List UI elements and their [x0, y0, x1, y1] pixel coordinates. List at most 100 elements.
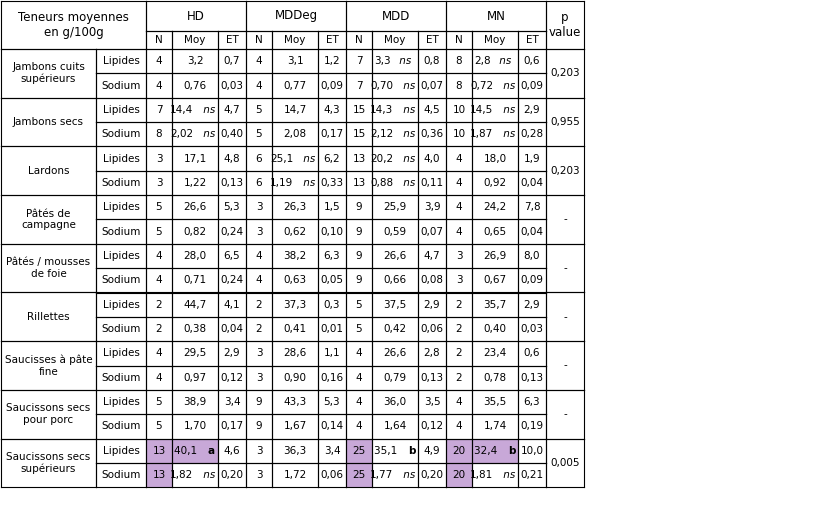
Text: 0,6: 0,6 — [523, 56, 540, 66]
Text: 0,6: 0,6 — [523, 349, 540, 359]
Text: 37,3: 37,3 — [283, 300, 307, 310]
Text: Teneurs moyennes
en g/100g: Teneurs moyennes en g/100g — [18, 11, 129, 39]
Bar — [172, 438, 218, 463]
Text: 5: 5 — [155, 422, 162, 432]
Text: Pâtés de
campagne: Pâtés de campagne — [21, 208, 76, 230]
Text: 1,2: 1,2 — [324, 56, 340, 66]
Text: 3: 3 — [256, 470, 263, 480]
Text: 26,6: 26,6 — [384, 251, 406, 261]
Text: 2: 2 — [456, 373, 462, 383]
Text: 7: 7 — [355, 80, 362, 90]
Text: 3: 3 — [256, 227, 263, 237]
Text: 0,13: 0,13 — [221, 178, 243, 188]
Text: 0,41: 0,41 — [283, 324, 307, 334]
Text: 6: 6 — [256, 154, 263, 164]
Text: 0,20: 0,20 — [421, 470, 444, 480]
Text: 5,3: 5,3 — [224, 202, 240, 212]
Text: 8: 8 — [456, 56, 462, 66]
Bar — [146, 438, 172, 463]
Text: 5: 5 — [155, 202, 162, 212]
Text: 0,03: 0,03 — [521, 324, 543, 334]
Text: 0,78: 0,78 — [483, 373, 507, 383]
Text: 1,72: 1,72 — [283, 470, 307, 480]
Text: MDDeg: MDDeg — [274, 9, 318, 23]
Text: 3,4: 3,4 — [224, 397, 240, 407]
Text: 0,67: 0,67 — [483, 275, 507, 285]
Text: 0,07: 0,07 — [421, 227, 444, 237]
Text: 4: 4 — [456, 202, 462, 212]
Text: 7,8: 7,8 — [523, 202, 540, 212]
Text: b: b — [507, 446, 515, 456]
Text: 4: 4 — [256, 251, 263, 261]
Text: 0,24: 0,24 — [221, 227, 243, 237]
Text: 14,4: 14,4 — [170, 105, 193, 115]
Text: 13: 13 — [152, 446, 166, 456]
Text: N: N — [355, 35, 363, 45]
Text: 0,005: 0,005 — [550, 458, 579, 468]
Text: Lipides: Lipides — [103, 300, 140, 310]
Text: b: b — [408, 446, 415, 456]
Text: ns: ns — [400, 105, 415, 115]
Text: MN: MN — [487, 9, 506, 23]
Text: Sodium: Sodium — [101, 129, 140, 139]
Text: Lipides: Lipides — [103, 349, 140, 359]
Text: 1,9: 1,9 — [523, 154, 540, 164]
Text: 9: 9 — [355, 227, 362, 237]
Text: ns: ns — [500, 105, 515, 115]
Text: 28,6: 28,6 — [283, 349, 307, 359]
Text: 0,06: 0,06 — [320, 470, 344, 480]
Text: 26,9: 26,9 — [483, 251, 507, 261]
Text: 0,24: 0,24 — [221, 275, 243, 285]
Text: Sodium: Sodium — [101, 324, 140, 334]
Text: 0,40: 0,40 — [221, 129, 243, 139]
Text: Lipides: Lipides — [103, 446, 140, 456]
Text: 4: 4 — [456, 422, 462, 432]
Text: 2: 2 — [456, 349, 462, 359]
Text: 0,03: 0,03 — [221, 80, 243, 90]
Text: 5,3: 5,3 — [324, 397, 340, 407]
Text: ns: ns — [395, 56, 411, 66]
Text: 3: 3 — [155, 154, 162, 164]
Text: 38,9: 38,9 — [183, 397, 206, 407]
Text: Rillettes: Rillettes — [28, 312, 70, 322]
Text: 3,5: 3,5 — [424, 397, 441, 407]
Text: ns: ns — [400, 154, 415, 164]
Text: 7: 7 — [155, 105, 162, 115]
Text: Lipides: Lipides — [103, 202, 140, 212]
Text: 7: 7 — [355, 56, 362, 66]
Bar — [446, 463, 472, 487]
Text: 0,11: 0,11 — [421, 178, 444, 188]
Text: 35,7: 35,7 — [483, 300, 507, 310]
Text: 0,21: 0,21 — [521, 470, 543, 480]
Text: Jambons cuits
supérieurs: Jambons cuits supérieurs — [12, 62, 85, 85]
Text: 2,08: 2,08 — [283, 129, 307, 139]
Text: 1,64: 1,64 — [384, 422, 406, 432]
Text: 0,33: 0,33 — [320, 178, 344, 188]
Text: 0,06: 0,06 — [421, 324, 444, 334]
Text: 38,2: 38,2 — [283, 251, 307, 261]
Text: 4,8: 4,8 — [224, 154, 240, 164]
Text: -: - — [563, 263, 567, 273]
Text: 6: 6 — [256, 178, 263, 188]
Text: 2,12: 2,12 — [370, 129, 393, 139]
Text: 29,5: 29,5 — [183, 349, 206, 359]
Text: Sodium: Sodium — [101, 422, 140, 432]
Text: Sodium: Sodium — [101, 373, 140, 383]
Text: 0,70: 0,70 — [370, 80, 393, 90]
Bar — [346, 438, 372, 463]
Text: ns: ns — [500, 80, 515, 90]
Text: 17,1: 17,1 — [183, 154, 206, 164]
Text: 0,8: 0,8 — [424, 56, 441, 66]
Text: 5: 5 — [355, 324, 362, 334]
Text: 4,9: 4,9 — [424, 446, 441, 456]
Text: 2: 2 — [155, 324, 162, 334]
Text: 0,7: 0,7 — [224, 56, 240, 66]
Text: 15: 15 — [353, 129, 365, 139]
Text: 0,17: 0,17 — [320, 129, 344, 139]
Text: 0,38: 0,38 — [183, 324, 206, 334]
Text: 8: 8 — [155, 129, 162, 139]
Text: 0,203: 0,203 — [550, 68, 580, 78]
Text: 2,02: 2,02 — [171, 129, 193, 139]
Text: 1,5: 1,5 — [324, 202, 340, 212]
Text: 0,65: 0,65 — [483, 227, 507, 237]
